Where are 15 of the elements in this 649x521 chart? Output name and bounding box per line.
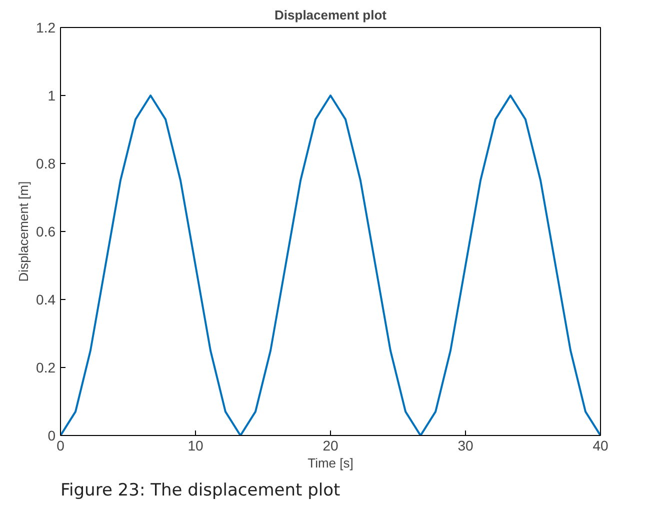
y-tick-label: 0	[48, 428, 56, 444]
y-tick-label: 1.2	[36, 20, 56, 36]
y-axis-title: Displacement [m]	[16, 181, 32, 282]
y-tick-label: 0.6	[36, 224, 56, 240]
x-tick-label: 40	[592, 438, 608, 454]
chart-title: Displacement plot	[274, 8, 388, 22]
y-tick-label: 0.4	[36, 292, 56, 308]
x-tick-label: 10	[188, 438, 204, 454]
x-tick-label: 20	[322, 438, 338, 454]
caption: Figure 23: The displacement plot	[60, 480, 340, 500]
x-axis-title: Time [s]	[308, 456, 354, 470]
y-tick-label: 0.2	[36, 360, 56, 376]
x-tick-label: 30	[458, 438, 474, 454]
y-tick-label: 0.8	[36, 156, 56, 172]
y-tick-label: 1	[48, 88, 56, 104]
